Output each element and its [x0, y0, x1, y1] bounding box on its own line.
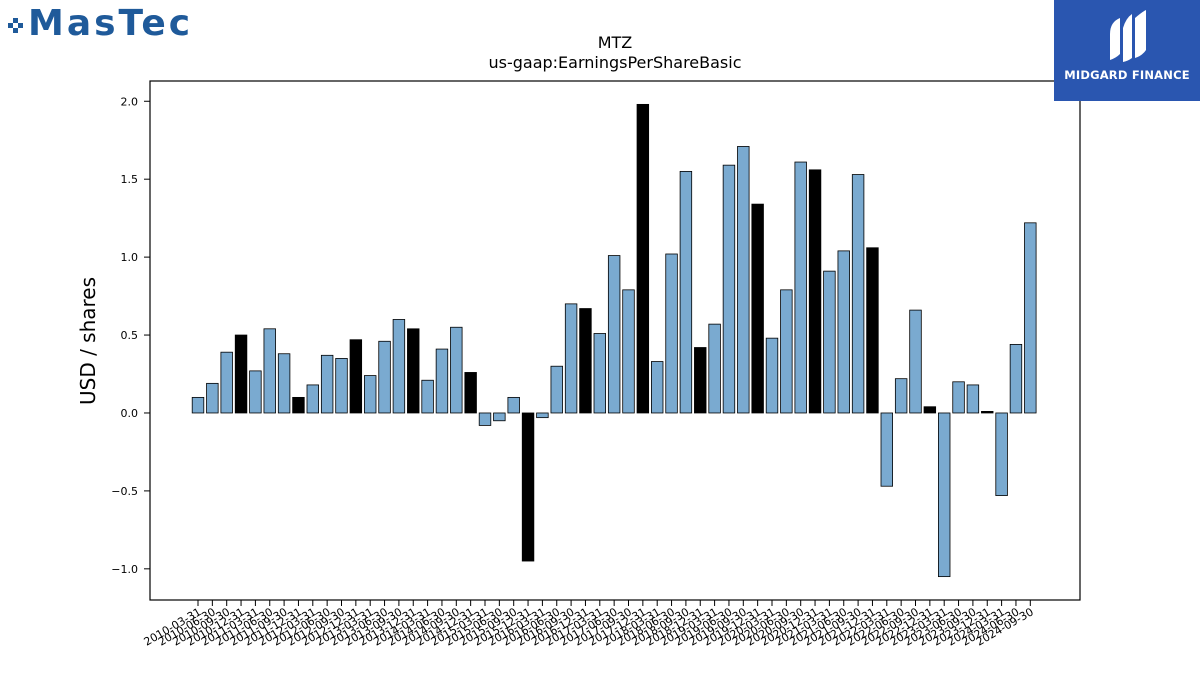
- y-tick-label: 1.0: [121, 251, 139, 264]
- x-axis-ticks: 2010-03-312010-06-302010-09-302010-12-31…: [142, 600, 1036, 649]
- bar: [220, 351, 233, 414]
- bar: [966, 384, 980, 414]
- bar: [722, 164, 736, 414]
- y-axis-ticks: −1.0 −0.5 0.0 0.5 1.0 1.5 2.0: [111, 95, 150, 576]
- bar: [249, 370, 262, 414]
- bar: [521, 412, 535, 562]
- y-tick-label: 0.5: [121, 329, 139, 342]
- bar: [206, 382, 219, 414]
- bar: [450, 326, 463, 414]
- bar: [320, 354, 334, 414]
- bar: [823, 270, 836, 414]
- mastec-mark-icon: [8, 18, 24, 34]
- bar: [292, 396, 305, 414]
- mastec-logo: MasTec: [8, 4, 193, 44]
- bar: [981, 411, 994, 414]
- midgard-emblem-icon: [1110, 10, 1146, 62]
- bar: [349, 339, 363, 414]
- bar: [507, 396, 520, 414]
- bar: [378, 340, 391, 414]
- bar: [407, 328, 420, 414]
- chart-title: MTZ: [598, 33, 633, 52]
- bar: [593, 333, 607, 414]
- bar: [679, 170, 693, 414]
- bar: [392, 319, 406, 414]
- bar: [794, 161, 807, 414]
- bar: [564, 303, 578, 414]
- bar: [651, 361, 664, 414]
- bar: [607, 255, 621, 414]
- bar: [234, 334, 248, 414]
- bar: [579, 308, 592, 414]
- bar: [737, 146, 750, 414]
- bars: [191, 103, 1037, 578]
- bar: [363, 375, 377, 414]
- bar: [952, 381, 965, 414]
- bar: [780, 289, 793, 414]
- bar: [435, 348, 449, 414]
- bar: [622, 289, 635, 414]
- y-tick-label: 2.0: [121, 95, 139, 108]
- midgard-finance-logo: MIDGARD FINANCE: [1054, 0, 1200, 101]
- bar: [536, 412, 549, 419]
- bar: [277, 353, 291, 414]
- bar: [636, 103, 650, 414]
- bar: [938, 412, 951, 578]
- y-tick-label: 1.5: [121, 173, 139, 186]
- bar: [550, 365, 563, 414]
- bar: [335, 358, 348, 414]
- midgard-finance-name: MIDGARD FINANCE: [1064, 68, 1190, 82]
- bar: [880, 412, 894, 487]
- bar: [765, 337, 779, 414]
- y-tick-label: −1.0: [111, 563, 138, 576]
- y-tick-label: −0.5: [111, 485, 138, 498]
- bar: [493, 412, 506, 422]
- bar: [708, 323, 721, 414]
- bar: [808, 169, 822, 414]
- chart-subtitle: us-gaap:EarningsPerShareBasic: [488, 53, 741, 72]
- bar: [837, 250, 850, 414]
- bar: [306, 384, 320, 414]
- bar: [665, 253, 678, 414]
- bar: [894, 378, 908, 414]
- bar: [464, 372, 477, 414]
- bar: [995, 412, 1008, 496]
- y-tick-label: 0.0: [121, 407, 139, 420]
- bar: [478, 412, 492, 426]
- y-axis-label: USD / shares: [76, 277, 100, 405]
- bar: [421, 379, 434, 414]
- bar: [1009, 343, 1023, 414]
- bar: [191, 396, 205, 414]
- bar: [909, 309, 922, 414]
- bar: [751, 203, 764, 414]
- bar: [1024, 222, 1037, 414]
- mastec-wordmark: MasTec: [28, 3, 194, 44]
- bar: [866, 247, 879, 414]
- bar: [263, 328, 276, 414]
- plot-frame: [149, 80, 1081, 601]
- bar: [923, 406, 937, 414]
- bar: [694, 347, 707, 414]
- bar: [851, 174, 865, 414]
